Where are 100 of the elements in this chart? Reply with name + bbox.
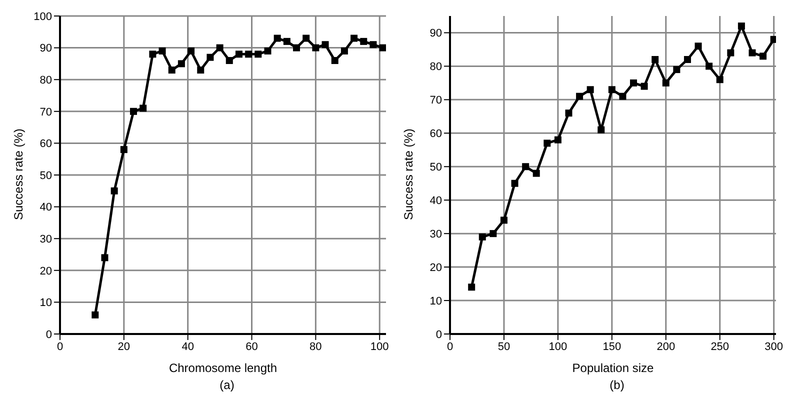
point: [652, 56, 659, 64]
x-tick-label: 0: [446, 340, 454, 353]
y-tick-label: 20: [430, 262, 442, 274]
point: [130, 108, 138, 115]
y-tick-label: 50: [40, 170, 52, 182]
point: [331, 57, 338, 64]
point: [770, 36, 776, 43]
point: [662, 79, 670, 86]
point: [468, 284, 476, 291]
y-tick-label: 80: [40, 74, 52, 87]
point: [283, 38, 290, 45]
point: [379, 44, 386, 52]
x-tick-label: 40: [182, 340, 194, 353]
point: [226, 57, 233, 64]
point: [235, 50, 242, 58]
point: [544, 140, 551, 147]
y-axis-title: Success rate (%): [11, 128, 26, 220]
point: [522, 163, 530, 170]
point: [684, 56, 691, 64]
point: [264, 47, 272, 54]
x-tick-label: 250: [710, 340, 730, 353]
y-tick-label: 80: [430, 61, 442, 74]
point: [500, 216, 508, 224]
point: [350, 34, 358, 42]
point: [598, 126, 605, 134]
point: [312, 44, 320, 52]
point: [274, 34, 281, 42]
y-tick-label: 40: [430, 195, 442, 208]
point: [360, 38, 368, 45]
y-tick-label: 40: [40, 202, 52, 214]
point: [149, 50, 156, 58]
point: [370, 41, 377, 48]
x-axis-title: Population size: [572, 361, 654, 375]
point: [727, 49, 734, 56]
y-tick-label: 20: [40, 265, 52, 278]
point: [738, 22, 745, 30]
point: [478, 233, 486, 240]
point: [120, 146, 128, 154]
x-tick-label: 150: [602, 340, 622, 353]
y-tick-label: 0: [46, 328, 52, 341]
y-tick-label: 100: [34, 10, 52, 23]
point: [140, 104, 147, 112]
point: [565, 110, 572, 117]
point: [110, 187, 118, 194]
x-tick-label: 50: [498, 340, 510, 353]
point: [532, 170, 540, 177]
point: [706, 62, 713, 70]
point: [188, 47, 195, 54]
y-tick-label: 60: [430, 128, 442, 140]
y-tick-label: 50: [430, 162, 442, 174]
y-tick-label: 0: [436, 328, 442, 341]
point: [168, 66, 176, 74]
x-tick-label: 100: [370, 340, 389, 353]
point: [554, 136, 562, 144]
point: [694, 42, 702, 50]
point: [511, 180, 518, 187]
point: [322, 41, 329, 48]
text: (a): [218, 378, 236, 392]
y-tick-label: 70: [40, 106, 52, 118]
point: [586, 86, 594, 94]
point: [254, 50, 262, 58]
point: [206, 54, 214, 61]
point: [630, 79, 638, 86]
y-tick-label: 10: [40, 297, 52, 310]
point: [178, 60, 185, 68]
point: [619, 92, 626, 100]
x-tick-label: 200: [656, 340, 676, 353]
x-tick-label: 0: [56, 340, 64, 353]
point: [760, 52, 767, 60]
y-axis-title: Success rate (%): [401, 128, 416, 220]
point: [673, 66, 680, 74]
point: [216, 44, 224, 52]
y-tick-label: 90: [430, 28, 442, 40]
y-tick-label: 60: [40, 138, 52, 150]
point: [245, 50, 252, 58]
y-tick-label: 70: [430, 94, 442, 107]
y-tick-label: 90: [40, 42, 52, 55]
x-tick-label: 20: [118, 340, 130, 353]
point: [158, 47, 166, 54]
x-tick-label: 100: [548, 340, 568, 353]
y-tick-label: 30: [430, 228, 442, 240]
point: [197, 66, 204, 74]
point: [576, 92, 584, 100]
point: [716, 76, 724, 84]
x-tick-label: 300: [764, 340, 784, 353]
point: [293, 44, 300, 52]
point: [92, 311, 99, 318]
x-axis-title: Chromosome length: [168, 361, 278, 375]
point: [101, 254, 108, 262]
point: [340, 47, 348, 54]
x-tick-label: 60: [246, 340, 258, 353]
y-tick-label: 10: [430, 295, 442, 308]
point: [490, 230, 497, 238]
point: [608, 86, 616, 94]
text: (b): [608, 378, 626, 392]
x-tick-label: 80: [310, 340, 322, 353]
point: [748, 49, 756, 56]
point: [302, 34, 310, 42]
point: [640, 82, 648, 90]
y-tick-label: 30: [40, 234, 52, 246]
